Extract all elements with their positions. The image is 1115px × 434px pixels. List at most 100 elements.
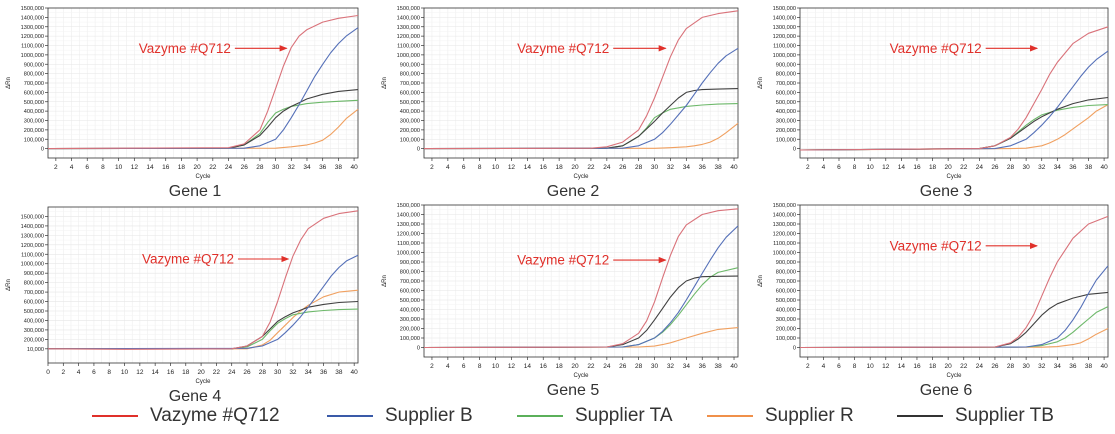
- x-tick-label: 22: [213, 369, 221, 376]
- x-tick-label: 20: [193, 164, 201, 171]
- y-tick-label: 400,000: [400, 308, 420, 314]
- legend-item-supplier-ta: Supplier TA: [517, 398, 673, 434]
- x-tick-label: 24: [228, 369, 236, 376]
- series-line-supplier-r: [423, 327, 739, 349]
- x-tick-label: 14: [524, 363, 532, 370]
- x-tick-label: 30: [651, 363, 659, 370]
- y-tick-label: 300,000: [400, 119, 420, 125]
- series-line-supplier-b: [799, 50, 1109, 151]
- x-tick-label: 32: [1038, 363, 1046, 370]
- y-tick-label: 600,000: [400, 90, 420, 96]
- y-tick-label: 1100,000: [773, 241, 796, 247]
- y-tick-label: 300,000: [776, 119, 796, 125]
- x-tick-label: 8: [101, 164, 105, 171]
- x-tick-label: 2: [806, 164, 810, 171]
- x-tick-label: 8: [478, 164, 482, 171]
- annotation-label: Vazyme #Q712: [517, 41, 609, 56]
- y-axis-title: ΔRn: [758, 275, 764, 287]
- x-tick-label: 18: [178, 164, 186, 171]
- y-tick-label: 1500,000: [773, 203, 796, 209]
- y-tick-label: 900,000: [776, 62, 796, 68]
- x-tick-label: 22: [209, 164, 217, 171]
- chart-gene-5: 2 4 6 8 10 12 14 16 18 20 22 24 26 28 30 32 34 36 38 400100…: [382, 203, 739, 399]
- y-tick-label: 1400,000: [397, 213, 420, 219]
- y-tick-label: 1300,000: [21, 233, 44, 239]
- series-line-supplier-b: [423, 225, 739, 349]
- y-tick-label: 900,000: [776, 260, 796, 266]
- series-line-vazyme: [47, 14, 359, 150]
- x-tick-label: 6: [837, 363, 841, 370]
- series-line-supplier-r: [423, 122, 739, 150]
- series-line-supplier-b: [423, 47, 739, 150]
- x-tick-label: 14: [524, 164, 532, 171]
- x-tick-label: 28: [256, 164, 264, 171]
- annotation-label: Vazyme #Q712: [139, 41, 231, 56]
- series-line-vazyme: [799, 26, 1109, 151]
- x-tick-label: 2: [430, 363, 434, 370]
- legend: Vazyme #Q712 Supplier B Supplier TA Supp…: [0, 398, 1115, 434]
- y-tick-label: 700,000: [24, 290, 44, 296]
- y-tick-label: 1000,000: [21, 53, 44, 59]
- x-axis-title: Cycle: [573, 373, 589, 379]
- y-tick-label: 600,000: [24, 300, 44, 306]
- plot-area: [48, 207, 358, 363]
- x-tick-label: 22: [587, 363, 595, 370]
- x-tick-label: 32: [1038, 164, 1046, 171]
- x-tick-label: 4: [446, 363, 450, 370]
- x-tick-label: 36: [320, 369, 328, 376]
- y-tick-label: 200,000: [24, 128, 44, 134]
- y-tick-label: 300,000: [776, 317, 796, 323]
- y-tick-label: 1200,000: [21, 243, 44, 249]
- y-tick-label: 1100,000: [21, 44, 44, 50]
- x-axis-title: Cycle: [946, 174, 962, 180]
- y-axis-title: ΔRn: [382, 275, 388, 287]
- y-tick-label: 800,000: [400, 270, 420, 276]
- y-axis-title: ΔRn: [382, 77, 388, 89]
- annotation-label: Vazyme #Q712: [890, 41, 982, 56]
- x-tick-label: 18: [556, 363, 564, 370]
- x-tick-label: 24: [603, 164, 611, 171]
- y-tick-label: 700,000: [24, 81, 44, 87]
- y-tick-label: 1400,000: [21, 15, 44, 21]
- y-tick-label: 0: [793, 346, 796, 352]
- x-tick-label: 40: [351, 369, 359, 376]
- x-tick-label: 26: [991, 164, 999, 171]
- y-tick-label: 0: [417, 147, 420, 153]
- series-line-supplier-tb: [423, 88, 739, 150]
- x-axis-title: Cycle: [946, 373, 962, 379]
- y-tick-label: 1200,000: [21, 34, 44, 40]
- y-tick-label: 0: [417, 346, 420, 352]
- x-tick-label: 2: [61, 369, 65, 376]
- x-tick-label: 14: [898, 164, 906, 171]
- chart-title: Gene 5: [547, 382, 600, 399]
- y-tick-label: 1100,000: [397, 241, 420, 247]
- y-tick-label: 500,000: [400, 100, 420, 106]
- y-tick-label: 1100,000: [21, 252, 44, 258]
- y-tick-label: 500,000: [24, 309, 44, 315]
- x-tick-label: 18: [929, 164, 937, 171]
- y-tick-label: 300,000: [400, 317, 420, 323]
- x-tick-label: 36: [699, 164, 707, 171]
- x-tick-label: 22: [960, 363, 968, 370]
- x-tick-label: 30: [651, 164, 659, 171]
- y-tick-label: 10,000: [27, 347, 44, 353]
- x-tick-label: 4: [77, 369, 81, 376]
- chart-title: Gene 4: [169, 388, 222, 405]
- series-line-supplier-b: [47, 254, 359, 350]
- x-tick-label: 18: [182, 369, 190, 376]
- y-tick-label: 600,000: [776, 90, 796, 96]
- x-tick-label: 8: [853, 164, 857, 171]
- x-tick-label: 34: [1054, 164, 1062, 171]
- x-tick-label: 12: [508, 164, 516, 171]
- y-tick-label: 1100,000: [773, 44, 796, 50]
- chart-title: Gene 2: [547, 183, 600, 200]
- legend-label-vazyme: Vazyme #Q712: [150, 405, 280, 426]
- legend-swatch-supplier-ta: [517, 415, 563, 417]
- y-tick-label: 700,000: [400, 279, 420, 285]
- y-tick-label: 1500,000: [397, 203, 420, 209]
- legend-item-supplier-r: Supplier R: [707, 398, 854, 434]
- legend-swatch-supplier-b: [327, 415, 373, 417]
- y-tick-label: 800,000: [24, 281, 44, 287]
- x-tick-label: 0: [46, 369, 50, 376]
- y-tick-label: 1000,000: [773, 251, 796, 257]
